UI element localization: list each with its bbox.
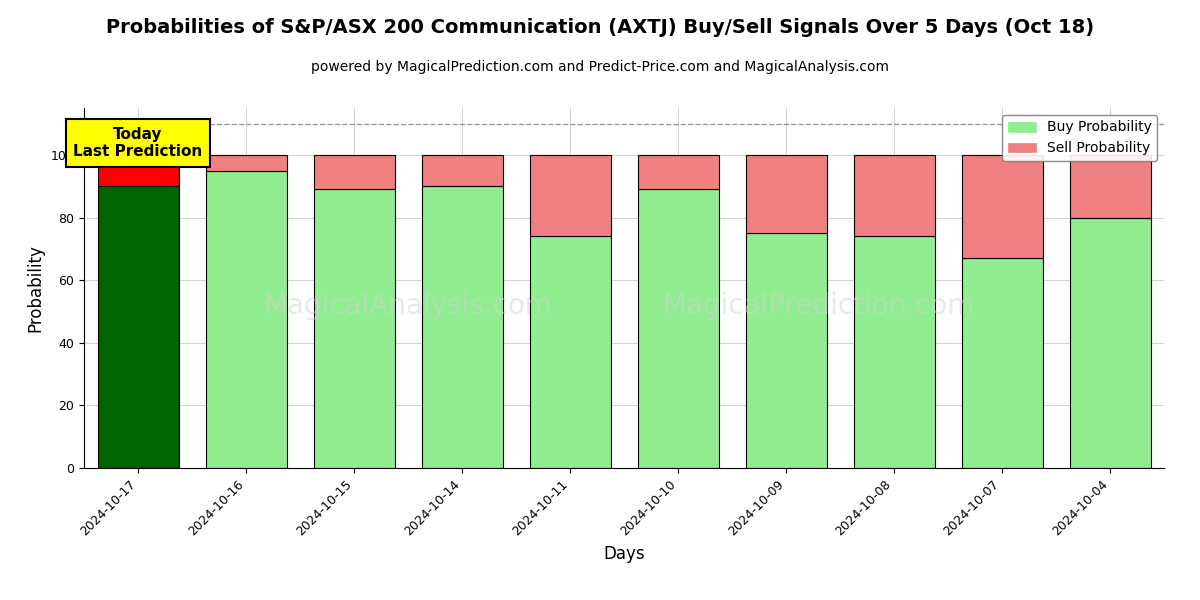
Bar	[97, 186, 179, 468]
Bar	[961, 155, 1043, 258]
Bar	[205, 155, 287, 170]
Text: MagicalPrediction.com: MagicalPrediction.com	[662, 292, 974, 320]
Bar	[421, 186, 503, 468]
Legend: Buy Probability, Sell Probability: Buy Probability, Sell Probability	[1002, 115, 1157, 161]
Bar	[205, 170, 287, 468]
Bar	[313, 190, 395, 468]
Text: Probabilities of S&P/ASX 200 Communication (AXTJ) Buy/Sell Signals Over 5 Days (: Probabilities of S&P/ASX 200 Communicati…	[106, 18, 1094, 37]
Bar	[853, 155, 935, 236]
Bar	[745, 233, 827, 468]
X-axis label: Days: Days	[604, 545, 644, 563]
Bar	[1069, 155, 1151, 218]
Bar	[853, 236, 935, 468]
Bar	[637, 155, 719, 190]
Text: powered by MagicalPrediction.com and Predict-Price.com and MagicalAnalysis.com: powered by MagicalPrediction.com and Pre…	[311, 60, 889, 74]
Bar	[97, 155, 179, 186]
Y-axis label: Probability: Probability	[26, 244, 44, 332]
Bar	[1069, 218, 1151, 468]
Bar	[529, 236, 611, 468]
Text: MagicalAnalysis.com: MagicalAnalysis.com	[264, 292, 552, 320]
Bar	[529, 155, 611, 236]
Bar	[745, 155, 827, 233]
Bar	[421, 155, 503, 186]
Text: Today
Last Prediction: Today Last Prediction	[73, 127, 203, 159]
Bar	[313, 155, 395, 190]
Bar	[637, 190, 719, 468]
Bar	[961, 258, 1043, 468]
